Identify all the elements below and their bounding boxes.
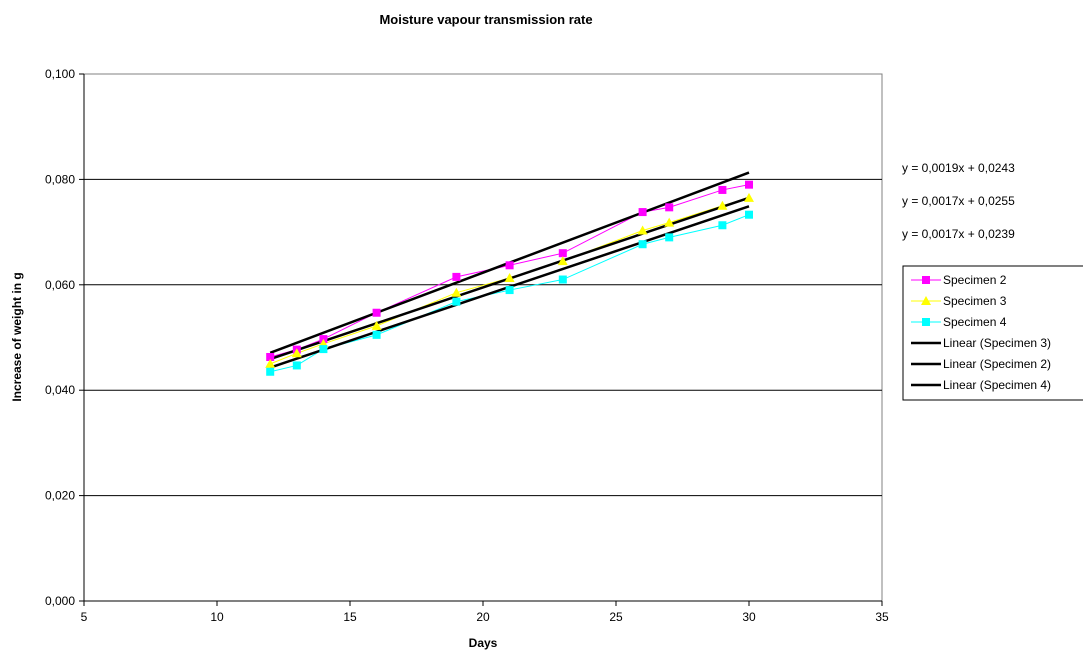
- data-point: [452, 297, 461, 306]
- data-point: [744, 192, 754, 202]
- y-tick-label: 0,040: [45, 383, 75, 397]
- x-tick-label: 10: [210, 610, 224, 624]
- x-tick-label: 20: [476, 610, 490, 624]
- data-point: [922, 318, 930, 326]
- y-tick-label: 0,020: [45, 489, 75, 503]
- data-point: [266, 352, 275, 361]
- data-point: [452, 272, 461, 281]
- data-point: [717, 200, 728, 210]
- data-point: [718, 221, 727, 230]
- x-tick-label: 30: [742, 610, 756, 624]
- trendline-equation: y = 0,0017x + 0,0239: [902, 227, 1015, 241]
- data-point: [557, 256, 568, 266]
- legend: Specimen 2 Specimen 3 Specimen 4 Linear (Sp…: [902, 265, 1083, 401]
- data-point: [265, 358, 276, 368]
- legend-label: Linear (Specimen 4): [943, 378, 1051, 392]
- data-point: [266, 367, 275, 376]
- data-point: [718, 185, 727, 194]
- chart-title: Moisture vapour transmission rate: [379, 12, 592, 27]
- data-point: [451, 287, 462, 297]
- y-axis-title: Increase of weight in g: [10, 272, 24, 401]
- data-point: [372, 330, 381, 339]
- legend-label: Specimen 2: [943, 273, 1007, 287]
- y-tick-label: 0,100: [45, 67, 75, 81]
- data-point: [638, 208, 647, 217]
- data-point: [638, 240, 647, 249]
- x-tick-label: 15: [343, 610, 357, 624]
- trendline-equations: y = 0,0019x + 0,0243 y = 0,0017x + 0,0255…: [902, 161, 1015, 241]
- y-tick-label: 0,000: [45, 594, 75, 608]
- data-point: [291, 348, 302, 358]
- data-point: [292, 361, 301, 370]
- legend-label: Linear (Specimen 3): [943, 336, 1051, 350]
- y-tick-label: 0,080: [45, 172, 75, 186]
- data-point: [922, 276, 930, 284]
- data-point: [504, 272, 515, 282]
- data-point: [665, 233, 674, 242]
- data-point: [637, 225, 648, 235]
- legend-box: [902, 265, 1083, 401]
- y-axis-ticks: 0,000 0,020 0,040 0,060 0,080 0,100: [45, 67, 85, 608]
- plot-frame: [83, 73, 883, 602]
- data-point: [371, 320, 382, 330]
- data-point: [745, 180, 753, 189]
- trendline-equation: y = 0,0017x + 0,0255: [902, 194, 1015, 208]
- data-point: [319, 345, 328, 354]
- data-point: [664, 217, 675, 227]
- data-point: [665, 203, 674, 212]
- y-tick-label: 0,060: [45, 278, 75, 292]
- data-point: [505, 261, 514, 270]
- data-point: [505, 286, 514, 295]
- x-tick-label: 35: [875, 610, 889, 624]
- x-axis-ticks: 5 10 15 20 25 30 35: [81, 600, 889, 624]
- gridlines: [84, 178, 882, 497]
- data-point: [372, 308, 381, 317]
- plot-area: [83, 73, 883, 602]
- data-point: [558, 275, 567, 284]
- x-tick-label: 25: [609, 610, 623, 624]
- data-point: [921, 296, 931, 305]
- legend-label: Specimen 3: [943, 294, 1007, 308]
- data-point: [558, 249, 567, 258]
- legend-label: Specimen 4: [943, 315, 1007, 329]
- data-point: [745, 210, 753, 219]
- legend-label: Linear (Specimen 2): [943, 357, 1051, 371]
- trendline-equation: y = 0,0019x + 0,0243: [902, 161, 1015, 175]
- x-tick-label: 5: [81, 610, 88, 624]
- data-markers: [265, 180, 754, 376]
- x-axis-title: Days: [469, 636, 498, 650]
